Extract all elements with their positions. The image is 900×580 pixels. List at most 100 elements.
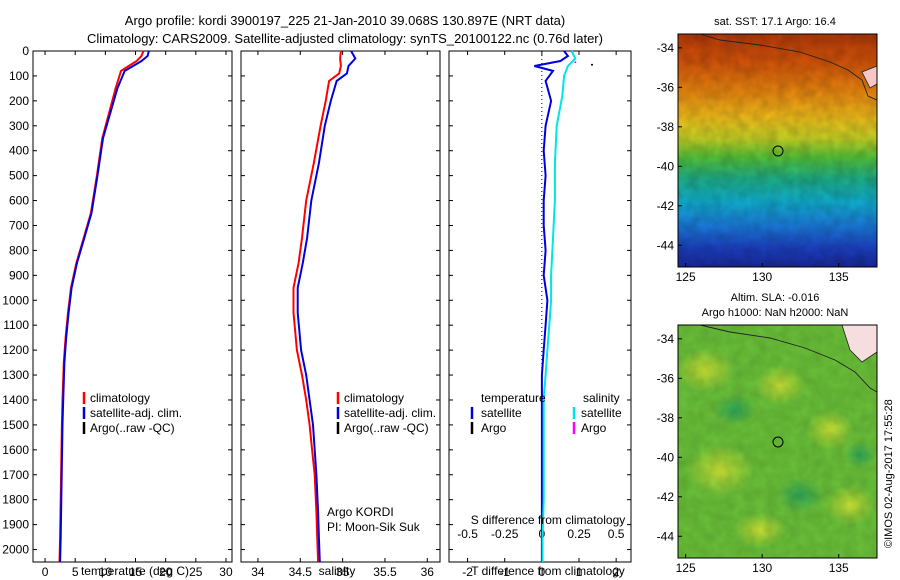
- argo-salinity-point: [574, 61, 577, 64]
- y-tick-label: 1800: [2, 493, 29, 507]
- map-y-tick-label: -34: [657, 41, 675, 55]
- legend-label-climatology: climatology: [90, 391, 150, 405]
- sla-map-title2: Argo h1000: NaN h2000: NaN: [702, 307, 849, 319]
- x-tick-label: 20: [159, 565, 173, 579]
- map-x-tick-label: 135: [829, 561, 849, 575]
- temperature-x-axis-label: temperature (deg C): [81, 564, 189, 578]
- legend-label-satellite: satellite-adj. clim.: [90, 406, 182, 420]
- series-line-temperature-satellite: [534, 50, 570, 562]
- map-x-tick-label: 130: [752, 270, 772, 284]
- x2-tick-label: 0.25: [567, 527, 591, 541]
- x-tick-label: 1: [576, 565, 583, 579]
- x-tick-label: 5: [72, 565, 79, 579]
- temperature-panel-frame: [32, 50, 233, 563]
- y-tick-label: 700: [9, 218, 29, 232]
- x-tick-label: -1: [499, 565, 510, 579]
- x-tick-label: 30: [219, 565, 233, 579]
- x-tick-label: 34.5: [289, 565, 313, 579]
- x-tick-label: 34: [251, 565, 265, 579]
- y-tick-label: 100: [9, 69, 29, 83]
- x-tick-label: 10: [99, 565, 113, 579]
- difference-x-axis-label2: S difference from climatology: [471, 513, 626, 527]
- legend-label-temp-satellite: satellite: [481, 406, 522, 420]
- y-tick-label: 200: [9, 94, 29, 108]
- legend-label-sal-argo: Argo: [581, 421, 607, 435]
- sla-heatmap-texture: [678, 325, 877, 558]
- x-tick-label: 25: [189, 565, 203, 579]
- x2-tick-label: -0.25: [491, 527, 519, 541]
- figure-title-line2: Climatology: CARS2009. Satellite-adjuste…: [87, 31, 603, 46]
- sst-heatmap-texture: [678, 34, 877, 267]
- y-tick-label: 800: [9, 243, 29, 257]
- legend-label-climatology: climatology: [344, 391, 404, 405]
- sla-argo-marker: [772, 436, 784, 448]
- y-tick-label: 1700: [2, 468, 29, 482]
- credit-text: ©IMOS 02-Aug-2017 17:55:28: [883, 399, 895, 548]
- x-tick-label: 35: [336, 565, 350, 579]
- y-tick-label: 1200: [2, 343, 29, 357]
- map-y-tick-label: -38: [657, 411, 675, 425]
- sst-map-frame: [677, 33, 878, 268]
- map-y-tick-label: -36: [657, 371, 675, 385]
- y-tick-label: 900: [9, 268, 29, 282]
- map-y-tick-label: -44: [657, 238, 675, 252]
- map-x-tick-label: 125: [676, 270, 696, 284]
- y-tick-label: 1900: [2, 518, 29, 532]
- x-tick-label: 35.5: [373, 565, 397, 579]
- legend-label-argo: Argo(..raw -QC): [90, 421, 175, 435]
- x-tick-label: 2: [613, 565, 620, 579]
- y-tick-label: 300: [9, 119, 29, 133]
- x2-tick-label: -0.5: [457, 527, 478, 541]
- map-x-tick-label: 135: [829, 270, 849, 284]
- figure-title-line1: Argo profile: kordi 3900197_225 21-Jan-2…: [125, 13, 565, 28]
- legend-label-satellite: satellite-adj. clim.: [344, 406, 436, 420]
- map-x-tick-label: 125: [676, 561, 696, 575]
- map-y-tick-label: -42: [657, 490, 675, 504]
- series-line-satellite-adj-clim-: [296, 50, 357, 563]
- pi-annotation-line1: Argo KORDI: [327, 505, 394, 519]
- sst-map-title: sat. SST: 17.1 Argo: 16.4: [714, 16, 836, 28]
- legend-title-salinity: salinity: [583, 391, 620, 405]
- map-y-tick-label: -40: [657, 159, 675, 173]
- pi-annotation-line2: PI: Moon-Sik Suk: [327, 520, 421, 534]
- x-tick-label: 15: [129, 565, 143, 579]
- difference-legend: temperature salinity satellite Argo sate…: [470, 391, 622, 435]
- sst-map: sat. SST: 17.1 Argo: 16.4: [677, 16, 878, 268]
- map-y-tick-label: -42: [657, 199, 675, 213]
- x-tick-label: 0: [539, 565, 546, 579]
- y-tick-label: 1100: [3, 318, 29, 332]
- series-line-salinity-satellite: [541, 50, 577, 562]
- y-tick-label: 400: [9, 144, 29, 158]
- y-tick-label: 1500: [2, 418, 29, 432]
- legend-label-argo: Argo(..raw -QC): [344, 421, 429, 435]
- salinity-panel-frame: [240, 50, 441, 563]
- salinity-legend: climatology satellite-adj. clim. Argo(..…: [336, 391, 436, 435]
- map-y-tick-label: -44: [657, 529, 675, 543]
- series-line-satellite-adj-clim-: [59, 50, 150, 563]
- legend-title-temperature: temperature: [481, 391, 546, 405]
- legend-label-sal-satellite: satellite: [581, 406, 622, 420]
- y-tick-label: 1300: [2, 368, 29, 382]
- map-y-tick-label: -36: [657, 80, 675, 94]
- y-tick-label: 1400: [2, 393, 29, 407]
- sla-map-frame: [677, 324, 878, 559]
- difference-x-axis-label: T difference from climatology: [471, 564, 625, 578]
- salinity-x-axis-label: salinity: [319, 564, 356, 578]
- y-tick-label: 0: [22, 44, 29, 58]
- sla-map: Altim. SLA: -0.016 Argo h1000: NaN h2000…: [675, 292, 878, 559]
- sst-argo-marker: [772, 145, 784, 157]
- series-line-climatology: [292, 50, 342, 563]
- y-tick-label: 1000: [2, 293, 29, 307]
- x-tick-label: 0: [42, 565, 49, 579]
- map-y-tick-label: -40: [657, 450, 675, 464]
- difference-panel-frame: [448, 50, 632, 563]
- y-tick-label: 2000: [2, 543, 29, 557]
- y-tick-label: 500: [9, 169, 29, 183]
- map-y-tick-label: -34: [657, 332, 675, 346]
- temperature-legend: climatology satellite-adj. clim. Argo(..…: [82, 391, 182, 435]
- argo-point: [591, 63, 593, 66]
- legend-label-temp-argo: Argo: [481, 421, 507, 435]
- x-tick-label: -2: [462, 565, 473, 579]
- map-x-tick-label: 130: [752, 561, 772, 575]
